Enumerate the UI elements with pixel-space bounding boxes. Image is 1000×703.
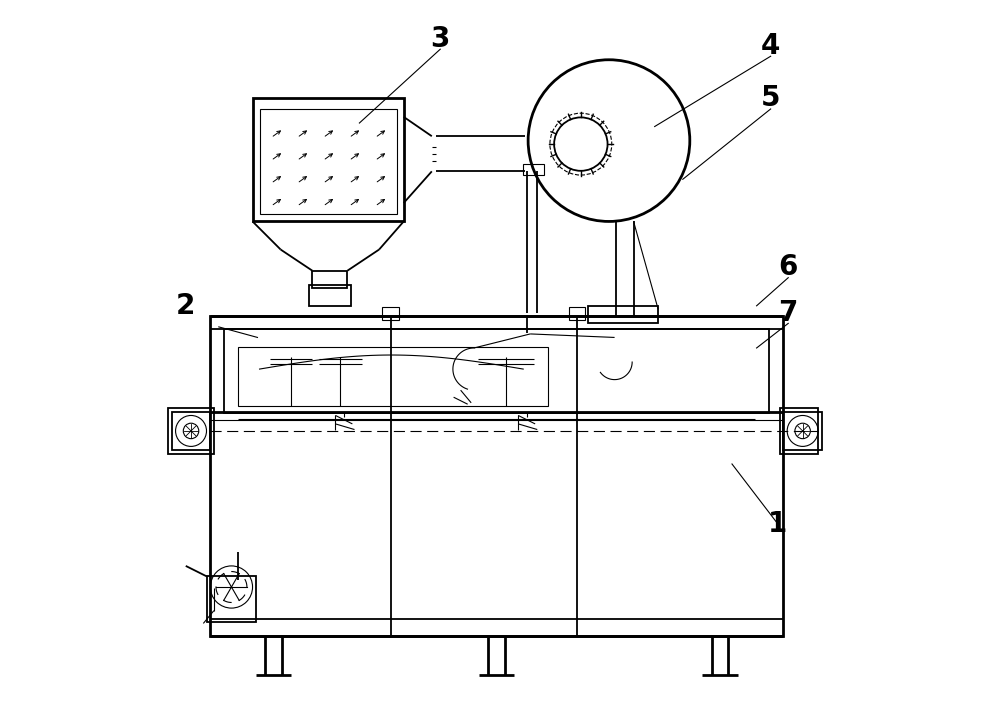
Text: 6: 6 — [779, 253, 798, 281]
Bar — [238, 347, 548, 406]
Bar — [260, 109, 397, 214]
Bar — [253, 98, 404, 221]
Bar — [168, 408, 214, 454]
Bar — [523, 165, 544, 175]
Bar — [210, 316, 783, 636]
Bar — [588, 306, 658, 323]
Bar — [172, 411, 210, 451]
Bar — [224, 329, 769, 413]
Text: 3: 3 — [431, 25, 450, 53]
Bar — [783, 411, 822, 451]
Bar — [780, 408, 818, 454]
Text: 5: 5 — [761, 84, 780, 112]
Bar — [312, 271, 347, 288]
Text: 1: 1 — [768, 510, 787, 538]
Text: 4: 4 — [761, 32, 780, 60]
Bar — [382, 307, 399, 320]
Text: 7: 7 — [779, 299, 798, 327]
Bar — [309, 285, 351, 306]
Bar — [207, 576, 256, 622]
Bar — [569, 307, 585, 320]
Text: 2: 2 — [176, 292, 195, 320]
